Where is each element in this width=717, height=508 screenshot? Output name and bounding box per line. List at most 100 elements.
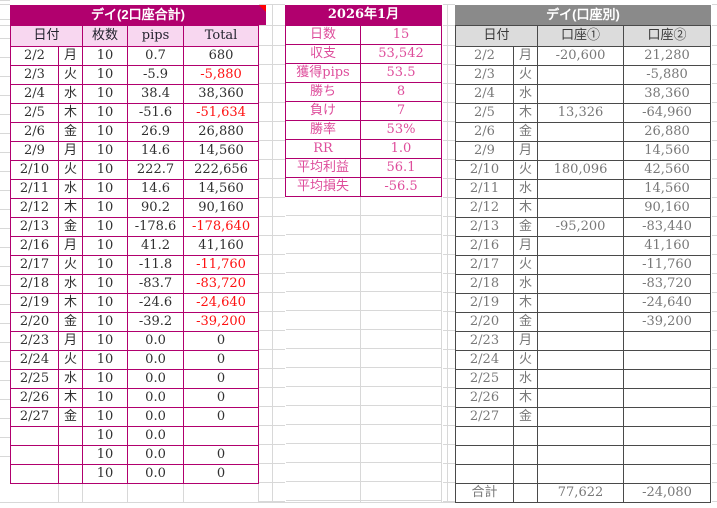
cell-weekday[interactable]: 火 [57,65,84,85]
cell-weekday[interactable]: 木 [57,103,84,123]
monthly-summary-title[interactable]: 2026年1月 [285,5,442,25]
cell-lots[interactable]: 10 [82,122,129,142]
cell-account2[interactable]: -83,440 [623,217,712,237]
cell-metric-label[interactable]: 平均利益 [285,158,361,178]
cell-metric-label[interactable]: 日数 [285,25,361,45]
cell-date[interactable]: 2/24 [455,350,514,370]
cell-weekday[interactable] [512,445,539,465]
cell-metric-label[interactable]: 勝率 [285,120,361,140]
cell-account1[interactable] [537,388,625,408]
cell-total[interactable]: -83,720 [183,274,260,294]
cell-weekday[interactable]: 月 [57,46,84,66]
cell-weekday[interactable] [57,445,84,465]
cell-pips[interactable]: 0.7 [127,46,185,66]
cell-account2[interactable] [623,350,712,370]
cell-account1[interactable] [537,293,625,313]
cell-total[interactable]: 41,160 [183,236,260,256]
cell-lots[interactable]: 10 [82,407,129,427]
cell-pips[interactable]: -51.6 [127,103,185,123]
cell-account2[interactable]: 21,280 [623,46,712,66]
cell-account1[interactable] [537,407,625,427]
cell-date[interactable] [455,464,514,484]
cell-metric-label[interactable]: 勝ち [285,82,361,102]
cell-total[interactable]: 0 [183,369,260,389]
cell-date[interactable]: 2/6 [455,122,514,142]
cell-date[interactable]: 2/3 [455,65,514,85]
cell-weekday[interactable]: 木 [57,198,84,218]
cell-metric-value[interactable]: 1.0 [360,139,442,159]
cell-weekday[interactable]: 火 [57,350,84,370]
cell-date[interactable]: 2/23 [455,331,514,351]
cell-date[interactable]: 2/5 [10,103,59,123]
cell-lots[interactable]: 10 [82,65,129,85]
cell-weekday[interactable]: 金 [57,407,84,427]
cell-lots[interactable]: 10 [82,84,129,104]
cell-date[interactable]: 2/9 [455,141,514,161]
cell-weekday[interactable]: 金 [57,312,84,332]
cell-weekday[interactable]: 木 [512,293,539,313]
cell-date[interactable]: 2/12 [455,198,514,218]
cell-metric-value[interactable]: 53.5 [360,63,442,83]
cell-weekday[interactable]: 金 [512,122,539,142]
cell-total[interactable]: -39,200 [183,312,260,332]
cell-pips[interactable]: -178.6 [127,217,185,237]
cell-lots[interactable]: 10 [82,464,129,484]
cell-account1[interactable] [537,464,625,484]
cell-weekday[interactable]: 水 [512,179,539,199]
cell-date[interactable] [10,426,59,446]
cell-pips[interactable]: -83.7 [127,274,185,294]
cell-date[interactable]: 2/18 [455,274,514,294]
cell-total[interactable]: 26,880 [183,122,260,142]
cell-account2[interactable]: 90,160 [623,198,712,218]
cell-date[interactable]: 2/12 [10,198,59,218]
cell-account1[interactable] [537,274,625,294]
cell-date[interactable]: 2/27 [10,407,59,427]
cell-weekday[interactable]: 月 [57,141,84,161]
column-header-account1[interactable]: 口座① [537,25,625,47]
cell-pips[interactable]: 0.0 [127,369,185,389]
column-header-account2[interactable]: 口座② [623,25,712,47]
cell-lots[interactable]: 10 [82,179,129,199]
cell-account2[interactable]: 14,560 [623,179,712,199]
cell-account2[interactable]: 26,880 [623,122,712,142]
cell-date[interactable]: 2/13 [10,217,59,237]
cell-account1[interactable] [537,369,625,389]
cell-weekday[interactable]: 水 [512,274,539,294]
cell-date[interactable]: 2/27 [455,407,514,427]
cell-pips[interactable]: -5.9 [127,65,185,85]
cell-weekday[interactable] [512,483,539,503]
cell-account2[interactable] [623,426,712,446]
cell-metric-value[interactable]: 15 [360,25,442,45]
cell-weekday[interactable]: 火 [512,65,539,85]
cell-weekday[interactable]: 水 [512,369,539,389]
cell-account2-sum[interactable]: -24,080 [623,483,712,503]
cell-date[interactable]: 2/4 [455,84,514,104]
cell-date[interactable]: 2/13 [455,217,514,237]
cell-account2[interactable] [623,445,712,465]
cell-account2[interactable]: 41,160 [623,236,712,256]
cell-pips[interactable]: 0.0 [127,464,185,484]
cell-weekday[interactable]: 月 [57,236,84,256]
cell-account1-sum[interactable]: 77,622 [537,483,625,503]
cell-total[interactable]: 38,360 [183,84,260,104]
cell-account1[interactable]: -95,200 [537,217,625,237]
cell-metric-label[interactable]: 負け [285,101,361,121]
cell-account2[interactable] [623,388,712,408]
cell-lots[interactable]: 10 [82,217,129,237]
cell-weekday[interactable]: 月 [57,331,84,351]
cell-weekday[interactable]: 金 [57,122,84,142]
column-header-pips[interactable]: pips [127,25,185,47]
cell-weekday[interactable]: 水 [57,179,84,199]
cell-date[interactable]: 2/10 [455,160,514,180]
cell-date[interactable]: 2/10 [10,160,59,180]
column-header-date[interactable]: 日付 [9,25,84,47]
cell-weekday[interactable]: 火 [512,160,539,180]
cell-date[interactable]: 2/18 [10,274,59,294]
cell-account1[interactable] [537,255,625,275]
cell-weekday[interactable]: 木 [512,103,539,123]
cell-account1[interactable] [537,236,625,256]
cell-weekday[interactable] [57,426,84,446]
cell-date[interactable]: 2/19 [455,293,514,313]
cell-lots[interactable]: 10 [82,255,129,275]
cell-total[interactable]: 0 [183,350,260,370]
